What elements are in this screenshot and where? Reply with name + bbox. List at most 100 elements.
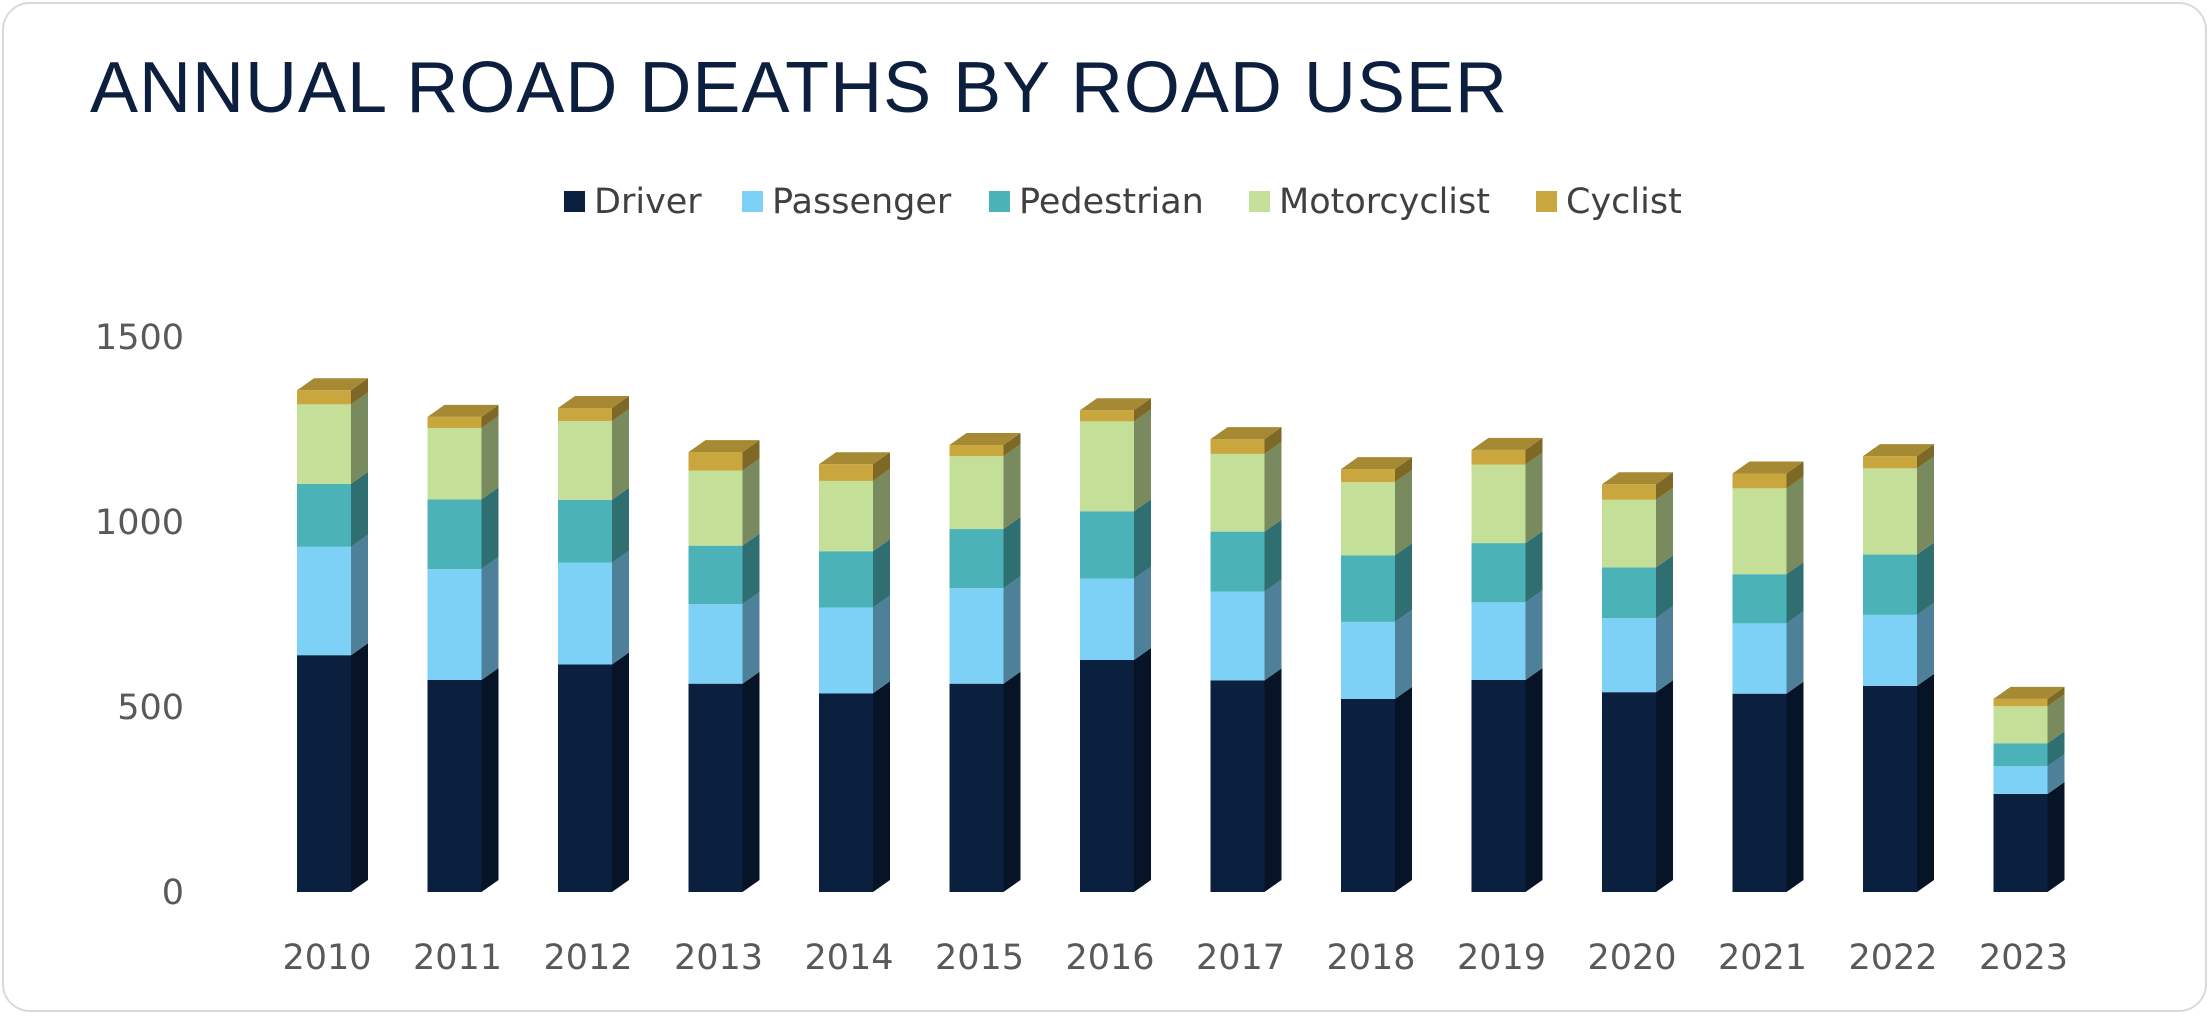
bar-segment-motorcyclist [949,444,1021,530]
bar-segment-cyclist [1863,444,1934,469]
bar-segment-cyclist [558,396,629,421]
bar-segment-pedestrian [688,533,760,605]
x-tick-label: 2019 [1457,938,1546,978]
bar-segment-cyclist [688,440,760,471]
bar-segment-motorcyclist [297,392,368,484]
x-tick-label: 2017 [1196,938,1285,978]
bar-segment-pedestrian [1602,555,1673,619]
y-tick-label: 1500 [95,318,184,358]
bar-segment-pedestrian [1080,499,1151,579]
bar-segment-cyclist [1210,427,1282,454]
x-tick-label: 2014 [804,938,893,978]
chart-title: ANNUAL ROAD DEATHS BY ROAD USER [90,48,1508,128]
stacked-bar-chart: ANNUAL ROAD DEATHS BY ROAD USER Driver Pa… [90,48,2068,978]
bar-stack-2019 [1471,437,1543,892]
legend-swatch-driver [564,191,585,212]
x-tick-label: 2015 [935,938,1024,978]
bar-segment-passenger [1210,579,1282,681]
bar-segment-pedestrian [297,471,368,547]
bar-segment-cyclist [1080,398,1151,422]
bar-segment-driver [1602,680,1673,892]
bar-segment-motorcyclist [1993,694,2065,744]
bar-segment-pedestrian [949,517,1021,589]
x-tick-label: 2016 [1065,938,1154,978]
bar-segment-passenger [949,576,1021,684]
legend-swatch-passenger [742,191,763,212]
bar-segment-motorcyclist [558,408,629,500]
bar-segment-motorcyclist [1732,476,1804,575]
x-tick-label: 2020 [1587,938,1676,978]
legend-swatch-pedestrian [989,191,1010,212]
x-tick-label: 2021 [1718,938,1807,978]
bar-stack-2023 [1993,686,2065,892]
bars [297,378,2065,892]
bar-segment-pedestrian [1341,543,1412,622]
bar-segment-passenger [1993,754,2065,794]
x-tick-label: 2018 [1326,938,1415,978]
bar-segment-pedestrian [1732,562,1804,624]
bar-segment-pedestrian [1471,531,1543,603]
x-tick-label: 2013 [674,938,763,978]
bar-segment-cyclist [1471,437,1543,465]
bar-segment-pedestrian [819,539,890,608]
legend-label-passenger: Passenger [772,182,952,222]
bar-stack-2011 [427,404,499,892]
bar-segment-passenger [819,595,890,694]
bar-stack-2015 [949,433,1021,892]
bar-segment-driver [949,671,1021,892]
bar-segment-motorcyclist [1471,452,1543,544]
legend-label-driver: Driver [594,182,702,222]
bar-segment-cyclist [1732,461,1804,489]
bar-segment-driver [1993,781,2065,892]
legend-label-cyclist: Cyclist [1566,182,1682,222]
bar-segment-motorcyclist [1210,441,1282,532]
bar-segment-passenger [1863,602,1934,686]
bar-stack-2016 [1080,398,1151,892]
bar-stack-2013 [688,440,760,892]
bar-segment-cyclist [1602,472,1673,500]
bar-segment-passenger [427,556,499,680]
x-tick-label: 2012 [543,938,632,978]
y-tick-label: 0 [162,873,184,913]
bar-segment-driver [819,681,890,892]
x-axis: 2010 2011 2012 2013 2014 2015 2016 2017 2018 2019… [282,938,2068,978]
bar-segment-cyclist [427,404,499,429]
bar-stack-2017 [1210,427,1282,892]
bar-stack-2012 [558,396,629,892]
bar-segment-driver [1732,681,1804,892]
bar-segment-motorcyclist [427,416,499,500]
bar-stack-2020 [1602,472,1673,892]
bar-segment-driver [427,667,499,892]
x-tick-label: 2011 [413,938,502,978]
bar-segment-motorcyclist [819,468,890,552]
x-tick-label: 2010 [282,938,371,978]
legend: Driver Passenger Pedestrian Motorcyclist Cyc… [564,182,1682,222]
bar-segment-pedestrian [558,487,629,563]
bar-segment-passenger [1602,606,1673,693]
bar-segment-cyclist [949,433,1021,457]
bar-segment-driver [1471,667,1543,892]
bar-segment-passenger [297,534,368,656]
bar-segment-motorcyclist [1602,487,1673,568]
bar-segment-driver [688,671,760,892]
bar-segment-passenger [1732,611,1804,694]
bar-segment-cyclist [1341,457,1412,483]
bar-segment-passenger [558,550,629,665]
bar-stack-2014 [819,452,890,892]
bar-segment-driver [558,652,629,892]
bar-segment-passenger [1080,566,1151,661]
bar-segment-motorcyclist [1863,456,1934,555]
y-axis: 0 500 1000 1500 [95,318,184,913]
legend-label-pedestrian: Pedestrian [1019,182,1204,222]
bar-stack-2021 [1732,461,1804,892]
y-tick-label: 500 [117,688,184,728]
bar-segment-driver [297,643,368,892]
bar-segment-driver [1210,668,1282,892]
legend-swatch-cyclist [1536,191,1557,212]
y-tick-label: 1000 [95,503,184,543]
legend-swatch-motorcyclist [1249,191,1270,212]
legend-label-motorcyclist: Motorcyclist [1279,182,1490,222]
bar-segment-cyclist [297,378,368,405]
bar-segment-pedestrian [1210,519,1282,592]
